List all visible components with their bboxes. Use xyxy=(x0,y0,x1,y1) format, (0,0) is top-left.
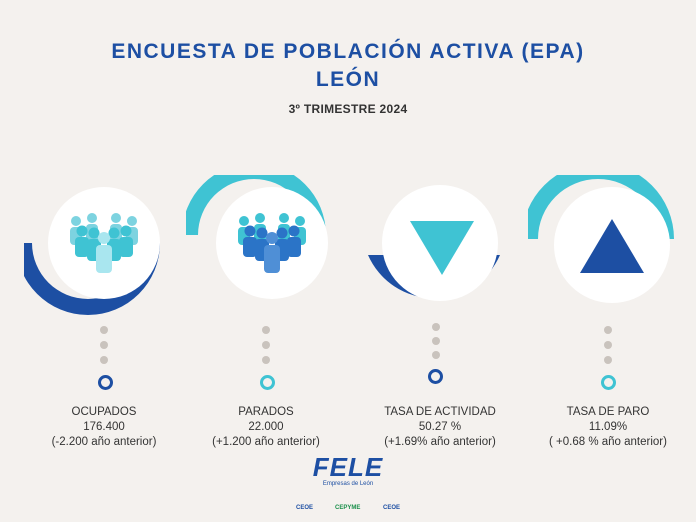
card-change: (-2.200 año anterior) xyxy=(51,436,157,448)
card-value: 50.27 % xyxy=(418,421,462,433)
card-value: 176.400 xyxy=(83,421,125,433)
card-value: 11.09% xyxy=(588,421,628,433)
card-parados: PARADOS 22.000 (+1.200 año anterior) xyxy=(186,175,346,465)
triangle-down-icon xyxy=(368,185,500,301)
timeline-dot xyxy=(604,341,612,349)
card-label: OCUPADOS xyxy=(71,406,137,418)
partner-logo-cepyme: CEPYME xyxy=(335,505,361,511)
timeline-dot xyxy=(432,351,440,359)
timeline-dot xyxy=(604,356,612,364)
timeline-dot xyxy=(262,356,270,364)
timeline-dot xyxy=(432,323,440,331)
timeline-ring xyxy=(428,369,443,384)
timeline-dot xyxy=(432,337,440,345)
card-label: TASA DE ACTIVIDAD xyxy=(384,406,496,418)
logo-text: FELE xyxy=(312,452,384,482)
card-tasa-actividad: TASA DE ACTIVIDAD 50.27 % (+1.69% año an… xyxy=(360,175,520,465)
partner-logo-ceoe-2: CEOE xyxy=(383,505,401,511)
timeline-ring xyxy=(260,375,275,390)
people-group-icon xyxy=(24,187,160,315)
timeline-ring xyxy=(601,375,616,390)
card-text: TASA DE PARO 11.09% ( +0.68 % año anteri… xyxy=(508,405,696,450)
page-subtitle: 3º TRIMESTRE 2024 xyxy=(288,102,408,116)
card-change: (+1.200 año anterior) xyxy=(212,436,320,448)
partner-logo-ceoe: CEOE xyxy=(296,505,314,511)
card-text: PARADOS 22.000 (+1.200 año anterior) xyxy=(166,405,366,450)
card-text: TASA DE ACTIVIDAD 50.27 % (+1.69% año an… xyxy=(340,405,540,450)
timeline-dot xyxy=(262,341,270,349)
people-group-icon xyxy=(186,175,328,299)
card-change: (+1.69% año anterior) xyxy=(384,436,496,448)
timeline-dot xyxy=(100,326,108,334)
card-label: PARADOS xyxy=(238,406,294,418)
card-tasa-paro: TASA DE PARO 11.09% ( +0.68 % año anteri… xyxy=(528,175,688,465)
card-label: TASA DE PARO xyxy=(566,406,650,418)
timeline-dot xyxy=(100,341,108,349)
timeline-ring xyxy=(98,375,113,390)
timeline-dot xyxy=(604,326,612,334)
page-title-line1: ENCUESTA DE POBLACIÓN ACTIVA (EPA) xyxy=(111,40,585,63)
timeline-dot xyxy=(262,326,270,334)
card-value: 22.000 xyxy=(248,421,284,433)
logo-subtext: Empresas de León xyxy=(322,481,374,487)
timeline-dot xyxy=(100,356,108,364)
card-change: ( +0.68 % año anterior) xyxy=(549,436,667,448)
triangle-up-icon xyxy=(528,175,674,303)
card-text: OCUPADOS 176.400 (-2.200 año anterior) xyxy=(4,405,204,450)
page-title-line2: LEÓN xyxy=(315,68,381,91)
fele-logo: FELE Empresas de León xyxy=(298,452,398,487)
card-ocupados: OCUPADOS 176.400 (-2.200 año anterior) xyxy=(24,175,184,465)
